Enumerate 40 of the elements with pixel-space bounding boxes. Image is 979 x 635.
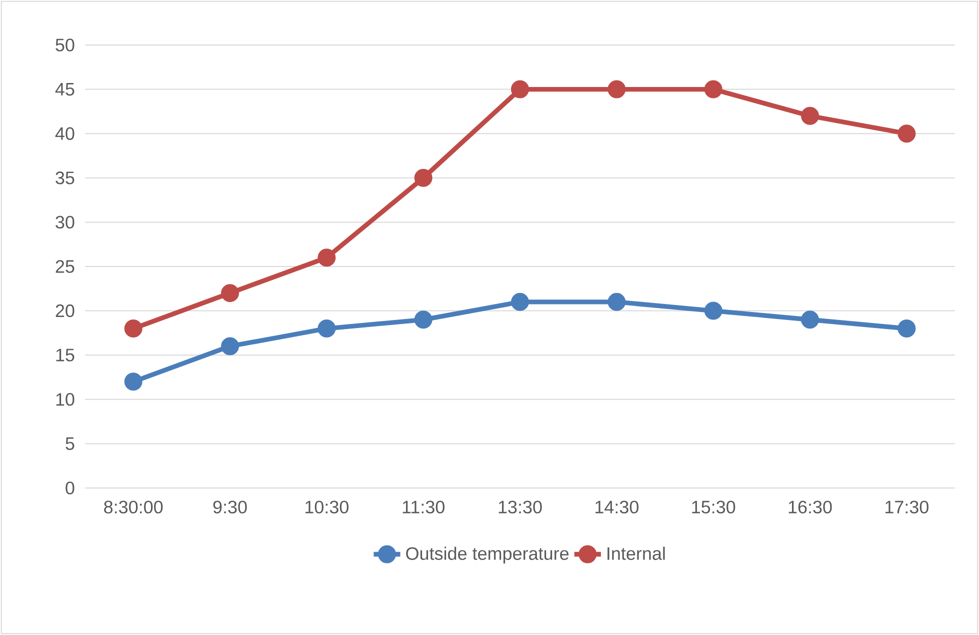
y-tick-label: 50: [56, 38, 74, 52]
point: [800, 106, 819, 125]
x-tick-label: 13:30: [498, 500, 542, 514]
point: [704, 80, 722, 98]
point: [318, 320, 336, 338]
point: [898, 124, 916, 143]
point: [221, 337, 240, 356]
y-tick-label: 5: [66, 437, 74, 450]
x-tick-label: 9:30: [213, 500, 247, 514]
y-tick-label: 35: [56, 172, 74, 184]
y-tick-label: 10: [56, 393, 74, 406]
y-tick-label: 25: [56, 260, 74, 273]
point: [608, 80, 626, 98]
point: [800, 310, 819, 329]
y-tick-label: 20: [56, 304, 74, 318]
point: [608, 292, 626, 311]
point: [221, 284, 240, 302]
point: [704, 302, 722, 320]
y-tick-label: 30: [56, 216, 74, 229]
x-tick-label: 15:30: [692, 500, 736, 514]
x-tick-label: 11:30: [402, 500, 444, 514]
y-tick-label: 45: [55, 83, 74, 96]
x-tick-label: 14:30: [596, 500, 638, 514]
legend-label: Internal: [608, 546, 665, 560]
x-tick-label: 17:30: [886, 500, 928, 514]
point: [510, 292, 529, 311]
x-tick-label: 16:30: [788, 500, 832, 514]
legend-label: Outside temperature: [406, 546, 569, 564]
point: [510, 80, 529, 98]
y-tick-label: 0: [66, 482, 74, 494]
x-tick-label: 8:30:00: [104, 500, 163, 514]
point: [898, 320, 916, 338]
point: [124, 320, 142, 338]
point: [414, 168, 432, 187]
y-tick-label: 15: [56, 348, 74, 362]
point: [124, 372, 142, 391]
y-tick-label: 40: [55, 127, 74, 140]
point: [414, 310, 432, 329]
x-tick-label: 10:30: [306, 500, 348, 514]
point: [318, 248, 336, 267]
